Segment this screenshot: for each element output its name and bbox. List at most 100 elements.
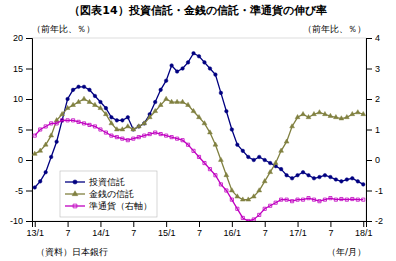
x-tick-label: 7	[263, 228, 268, 238]
point	[55, 140, 59, 144]
point	[333, 115, 338, 119]
point	[186, 61, 190, 65]
y-tick: -5	[15, 186, 32, 196]
point	[269, 204, 272, 207]
legend-marker	[73, 204, 77, 208]
legend: 投資信託金銭の信託準通貨（右軸）	[60, 171, 157, 217]
x-tick-label: 7	[328, 228, 333, 238]
point	[279, 167, 283, 171]
y2-axis-label: （前年比、％）	[303, 24, 366, 34]
x-axis-label: （年/月）	[327, 247, 366, 257]
point	[339, 116, 344, 120]
x-axis-line	[33, 222, 367, 228]
point	[340, 180, 344, 184]
point	[66, 97, 70, 101]
y-axis-line	[26, 39, 33, 222]
point	[306, 115, 311, 119]
point	[329, 197, 332, 200]
x-tick: 7	[263, 221, 268, 238]
y-tick-label: 5	[18, 125, 23, 135]
y-tick: 0	[18, 155, 32, 165]
point	[203, 61, 207, 65]
point	[71, 88, 75, 92]
point	[362, 198, 365, 201]
point	[334, 178, 338, 182]
point	[257, 188, 262, 192]
y2-tick: 3	[366, 64, 380, 74]
point	[60, 111, 65, 115]
point	[148, 132, 151, 135]
point	[296, 198, 299, 201]
point	[252, 218, 255, 221]
point	[120, 127, 125, 131]
point	[340, 197, 343, 200]
point	[164, 79, 168, 83]
point	[230, 198, 233, 201]
point	[49, 155, 53, 159]
point	[246, 197, 251, 201]
x-tick-mark	[100, 221, 101, 227]
point	[235, 194, 240, 198]
y2-tick: 2	[366, 94, 380, 104]
point	[121, 137, 124, 140]
point	[66, 119, 69, 122]
y-tick: 10	[13, 94, 32, 104]
point	[126, 116, 130, 120]
point	[104, 111, 109, 115]
series-markers	[33, 119, 365, 221]
point	[87, 99, 92, 103]
y-tick-mark	[26, 160, 32, 161]
x-tick: 7	[66, 221, 71, 238]
point	[240, 197, 245, 201]
point	[312, 177, 316, 181]
x-tick-mark	[265, 221, 266, 227]
legend-label: 金銭の信託	[89, 189, 134, 199]
x-tick: 7	[328, 221, 333, 238]
point	[230, 128, 234, 132]
point	[279, 148, 284, 152]
x-tick-label: 17/1	[289, 228, 307, 238]
point	[147, 115, 152, 119]
point	[33, 134, 36, 137]
point	[328, 113, 333, 117]
point	[115, 119, 119, 123]
point	[142, 121, 147, 125]
y-tick-label: 20	[13, 33, 23, 43]
x-tick: 18/1	[355, 221, 373, 238]
y-tick-label: 15	[13, 64, 23, 74]
point	[236, 143, 240, 147]
legend-line	[65, 205, 85, 206]
point	[317, 110, 322, 114]
point	[307, 197, 310, 200]
point	[214, 73, 218, 77]
point	[208, 67, 212, 71]
point	[93, 94, 97, 98]
point	[132, 137, 135, 140]
y-axis: -10-505101520	[10, 33, 33, 226]
point	[159, 132, 162, 135]
x-tick: 16/1	[224, 221, 242, 238]
y2-tick-mark	[366, 69, 372, 70]
point	[208, 168, 211, 171]
point	[104, 131, 107, 134]
point	[175, 99, 180, 103]
y2-tick-label: 3	[375, 64, 380, 74]
point	[301, 198, 304, 201]
x-tick-label: 7	[197, 228, 202, 238]
point	[263, 207, 266, 210]
point	[290, 124, 295, 128]
point	[219, 183, 222, 186]
point	[61, 119, 64, 122]
point	[268, 169, 273, 173]
point	[229, 188, 234, 192]
point	[55, 122, 58, 125]
plot-frame	[32, 38, 366, 221]
point	[356, 180, 360, 184]
point	[262, 179, 267, 183]
point	[236, 207, 239, 210]
x-tick-label: 15/1	[158, 228, 176, 238]
x-tick-label: 7	[66, 228, 71, 238]
point	[203, 161, 206, 164]
point	[257, 155, 261, 159]
y-tick-mark	[26, 38, 32, 39]
